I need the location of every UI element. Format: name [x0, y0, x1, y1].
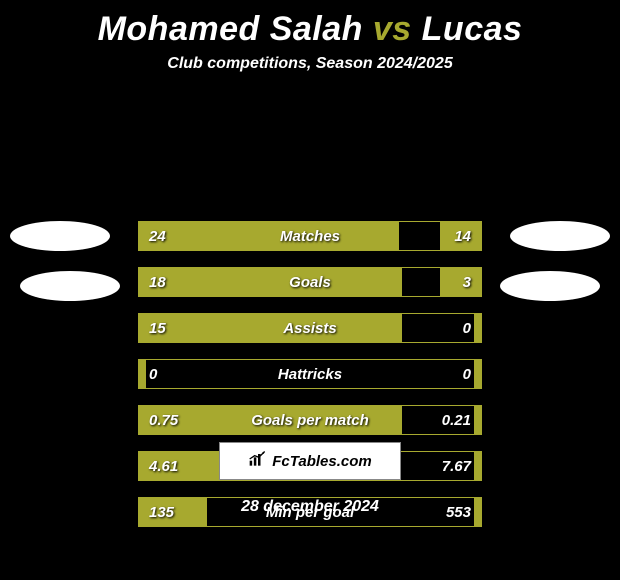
player2-badge-row2: [500, 271, 600, 301]
date-label: 28 december 2024: [0, 498, 620, 516]
stat-value-left: 15: [149, 314, 166, 342]
player2-name: Lucas: [422, 10, 523, 48]
stat-value-left: 0: [149, 360, 157, 388]
stat-label: Goals per match: [139, 406, 481, 434]
player2-badge-row1: [510, 221, 610, 251]
chart-icon: [248, 450, 268, 472]
stat-value-right: 0.21: [442, 406, 471, 434]
player1-name: Mohamed Salah: [98, 10, 363, 48]
stat-value-left: 24: [149, 222, 166, 250]
bar-chart: Matches2414Goals183Assists150Hattricks00…: [138, 221, 482, 543]
stat-value-left: 18: [149, 268, 166, 296]
stat-label: Assists: [139, 314, 481, 342]
stat-row: Goals18 3: [138, 267, 482, 297]
brand-label: FcTables.com: [272, 453, 371, 470]
player1-badge-row2: [20, 271, 120, 301]
stat-label: Hattricks: [139, 360, 481, 388]
page-title: Mohamed Salah vs Lucas: [0, 0, 620, 55]
stat-label: Matches: [139, 222, 481, 250]
stat-value-left: 4.61: [149, 452, 178, 480]
stat-row: Goals per match0.75 0.21: [138, 405, 482, 435]
brand-badge: FcTables.com: [219, 442, 401, 480]
subtitle: Club competitions, Season 2024/2025: [0, 55, 620, 73]
stat-value-right: 3: [463, 268, 471, 296]
stat-row: Hattricks0 0: [138, 359, 482, 389]
stat-row: Matches24 14: [138, 221, 482, 251]
stat-value-right: 0: [463, 314, 471, 342]
stat-value-right: 14: [454, 222, 471, 250]
vs-separator: vs: [373, 10, 412, 48]
stat-value-right: 7.67: [442, 452, 471, 480]
stat-row: Assists15 0: [138, 313, 482, 343]
stat-value-left: 0.75: [149, 406, 178, 434]
stat-label: Goals: [139, 268, 481, 296]
player1-badge-row1: [10, 221, 110, 251]
stat-value-right: 0: [463, 360, 471, 388]
